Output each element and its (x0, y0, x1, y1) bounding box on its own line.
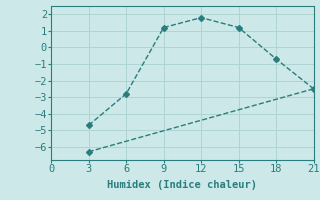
X-axis label: Humidex (Indice chaleur): Humidex (Indice chaleur) (108, 180, 257, 190)
